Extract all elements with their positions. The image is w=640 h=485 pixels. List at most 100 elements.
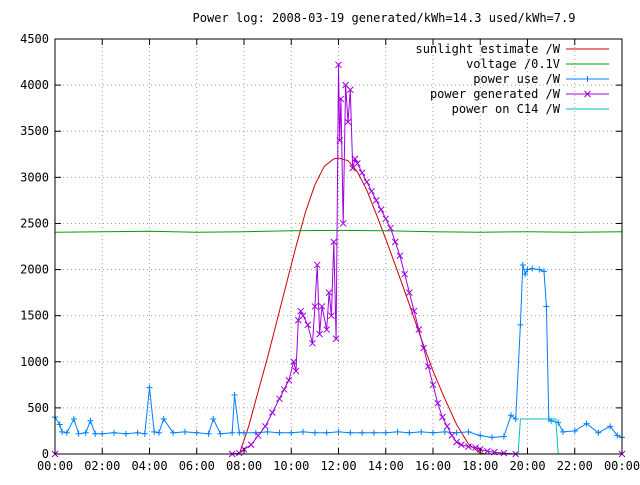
data-point: [210, 415, 217, 422]
y-tick-label: 2500: [20, 216, 49, 230]
data-point: [472, 444, 479, 451]
series-1: [55, 157, 622, 455]
data-point: [424, 363, 432, 370]
y-tick-label: 0: [42, 447, 49, 461]
data-point: [571, 427, 578, 434]
data-point: [111, 429, 118, 436]
data-point: [443, 422, 451, 430]
data-point: [457, 441, 465, 449]
data-point: [311, 303, 319, 310]
data-point: [170, 429, 177, 436]
y-tick-label: 2000: [20, 263, 49, 277]
data-point: [337, 95, 345, 103]
data-point: [541, 268, 548, 275]
data-point: [607, 423, 614, 430]
series-line: [54, 264, 623, 438]
data-point: [394, 428, 401, 435]
data-point: [522, 271, 529, 278]
data-point: [410, 307, 418, 315]
data-point: [377, 206, 385, 213]
data-point: [181, 428, 188, 435]
data-point: [483, 447, 491, 455]
data-point: [330, 238, 338, 246]
legend-label: power on C14 /W: [452, 102, 561, 116]
data-point: [335, 428, 342, 435]
data-point: [354, 160, 361, 167]
data-point: [332, 335, 340, 343]
legend-label: power generated /W: [430, 87, 561, 101]
data-point: [151, 428, 158, 435]
series-4: [51, 61, 626, 458]
data-point: [429, 381, 437, 389]
data-point: [477, 432, 484, 439]
x-tick-label: 06:00: [179, 459, 215, 473]
data-point: [217, 430, 224, 437]
data-point: [387, 224, 394, 232]
data-point: [382, 215, 390, 223]
data-point: [583, 420, 590, 427]
data-point: [441, 428, 448, 435]
y-tick-label: 3000: [20, 170, 49, 184]
data-point: [205, 430, 212, 437]
series-2: [54, 229, 623, 233]
data-point: [141, 430, 148, 437]
data-point: [372, 197, 380, 204]
data-point: [430, 429, 436, 436]
x-tick-label: 00:00: [37, 459, 73, 473]
data-point: [300, 428, 307, 435]
data-point: [99, 430, 106, 437]
data-point: [63, 429, 70, 436]
data-point: [122, 430, 129, 437]
x-tick-label: 16:00: [415, 459, 451, 473]
data-point: [323, 326, 331, 333]
data-point: [297, 307, 305, 315]
data-point: [489, 434, 496, 441]
data-point: [311, 429, 318, 436]
data-point: [418, 428, 425, 435]
data-point: [276, 429, 283, 436]
data-point: [59, 428, 66, 435]
data-point: [82, 429, 89, 436]
series-line: [54, 229, 623, 233]
data-point: [453, 438, 460, 446]
y-tick-label: 1000: [20, 355, 49, 369]
y-tick-label: 1500: [20, 309, 49, 323]
data-point: [290, 358, 297, 366]
data-point: [231, 391, 238, 398]
legend-marker: [584, 76, 591, 82]
data-point: [517, 321, 524, 328]
data-point: [363, 178, 371, 186]
legend-label: sunlight estimate /W: [416, 42, 561, 56]
data-point: [292, 367, 300, 375]
data-point: [465, 428, 472, 435]
legend-marker: [584, 90, 591, 98]
x-tick-label: 14:00: [368, 459, 404, 473]
data-point: [347, 429, 354, 436]
data-point: [543, 303, 550, 310]
data-point: [559, 428, 566, 435]
data-point: [268, 409, 276, 416]
data-point: [276, 395, 283, 403]
y-tick-label: 500: [27, 401, 49, 415]
series-3: [52, 261, 625, 441]
data-point: [415, 326, 423, 333]
axis-layer: 0 500 1000 1500 2000 2500 3000 3500 4000 4500 00:0…: [20, 32, 640, 473]
data-point: [359, 429, 366, 436]
data-point: [264, 428, 271, 435]
data-point: [280, 386, 288, 393]
data-point: [313, 261, 321, 269]
data-point: [536, 266, 543, 273]
x-tick-label: 12:00: [320, 459, 356, 473]
series-line: [55, 157, 622, 455]
data-point: [155, 429, 162, 436]
data-point: [304, 321, 312, 329]
legend-label: voltage /0.1V: [466, 57, 560, 71]
data-point: [370, 429, 377, 436]
y-tick-label: 4000: [20, 78, 49, 92]
data-point: [344, 118, 352, 126]
data-point: [335, 61, 342, 69]
data-point: [339, 220, 347, 227]
